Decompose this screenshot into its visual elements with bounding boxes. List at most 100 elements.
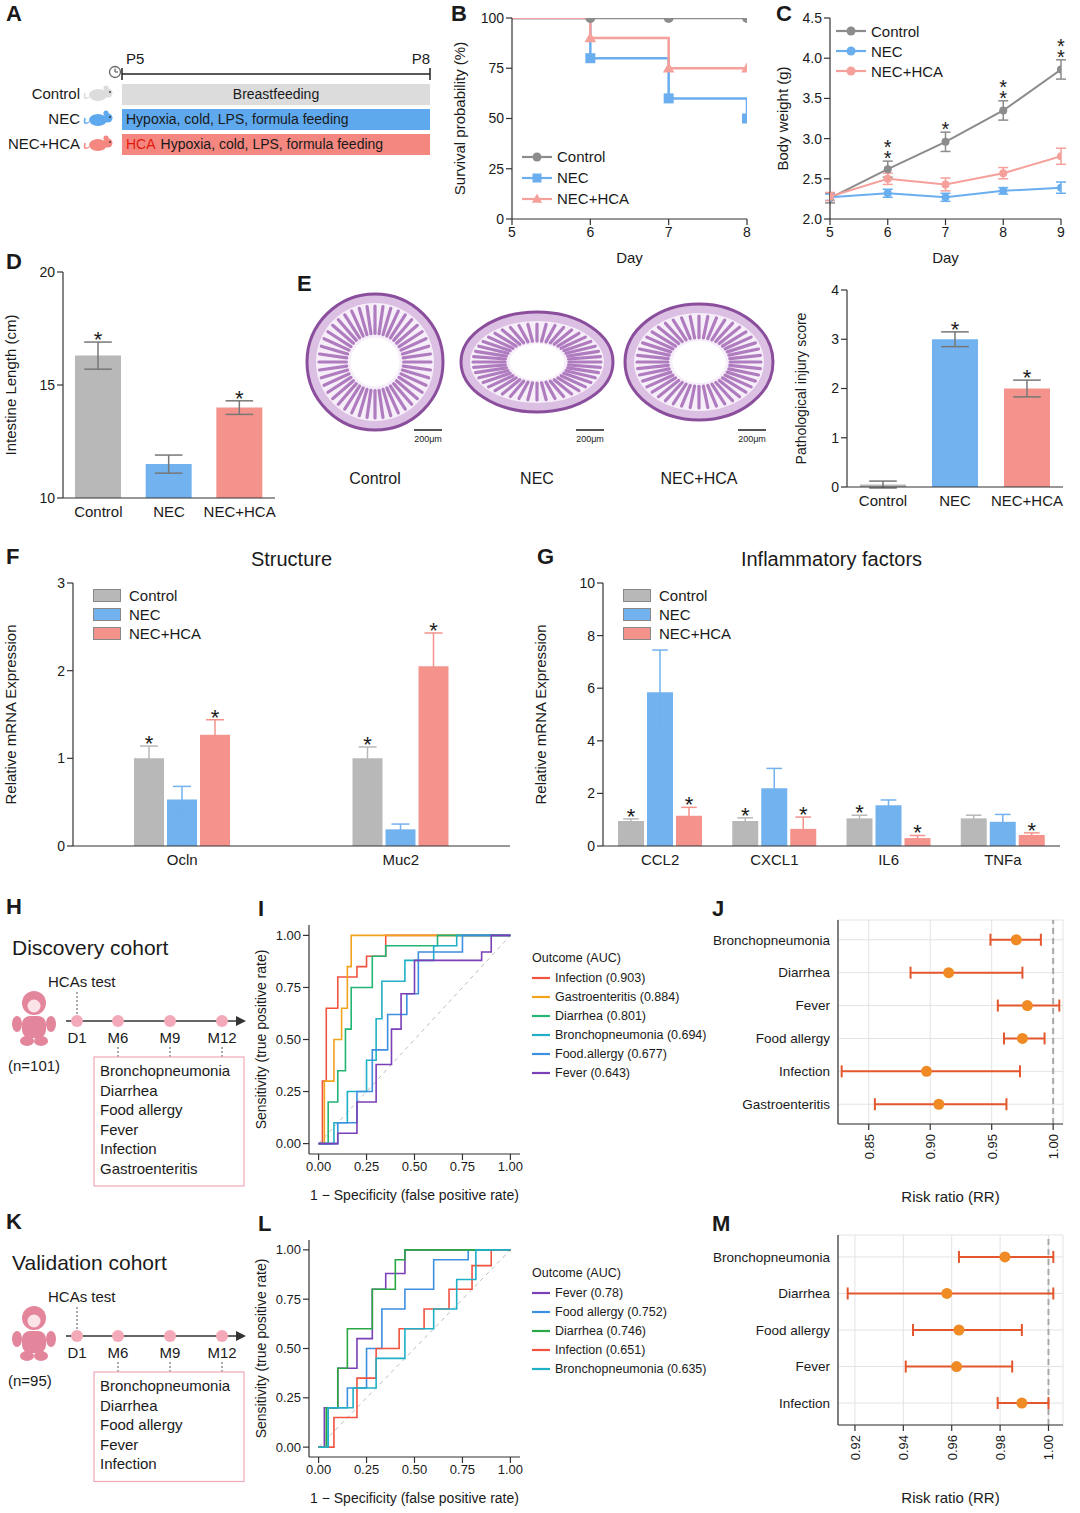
svg-text:Validation cohort: Validation cohort [12, 1251, 167, 1274]
svg-text:0.25: 0.25 [354, 1159, 379, 1174]
svg-text:Diarrhea: Diarrhea [100, 1397, 158, 1414]
svg-text:HCAHypoxia, cold, LPS, formula: HCAHypoxia, cold, LPS, formula feeding [126, 136, 383, 152]
svg-text:1.00: 1.00 [1041, 1435, 1056, 1460]
svg-text:Sensitivity (true positive rat: Sensitivity (true positive rate) [253, 1259, 269, 1439]
svg-text:Gastroenteritis: Gastroenteritis [100, 1160, 198, 1177]
svg-text:2: 2 [587, 785, 595, 801]
svg-text:0.00: 0.00 [276, 1136, 301, 1151]
svg-text:0.50: 0.50 [402, 1462, 427, 1477]
svg-text:Food allergy: Food allergy [100, 1416, 183, 1433]
svg-text:Fever: Fever [795, 1359, 830, 1374]
svg-text:Infection: Infection [100, 1455, 157, 1472]
svg-text:1: 1 [57, 750, 65, 766]
svg-text:NEC: NEC [48, 110, 80, 127]
svg-text:Food allergy: Food allergy [756, 1031, 831, 1046]
svg-text:1.00: 1.00 [498, 1462, 523, 1477]
svg-text:M12: M12 [207, 1344, 236, 1361]
svg-text:*: * [741, 803, 750, 828]
svg-text:P5: P5 [126, 50, 144, 67]
svg-text:1.00: 1.00 [1046, 1134, 1061, 1159]
svg-text:Food allergy: Food allergy [100, 1101, 183, 1118]
svg-text:Bronchopneumonia: Bronchopneumonia [713, 933, 831, 948]
svg-text:3: 3 [57, 575, 65, 591]
svg-text:0.50: 0.50 [276, 1032, 301, 1047]
svg-text:1 − Specificity (false positiv: 1 − Specificity (false positive rate) [310, 1187, 519, 1203]
svg-text:4: 4 [587, 733, 595, 749]
svg-text:Control: Control [859, 492, 907, 509]
svg-text:4.0: 4.0 [803, 50, 823, 66]
svg-text:0.50: 0.50 [276, 1341, 301, 1356]
svg-text:1: 1 [831, 430, 839, 446]
svg-text:0: 0 [587, 838, 595, 854]
svg-text:0: 0 [57, 838, 65, 854]
svg-text:0.90: 0.90 [923, 1134, 938, 1159]
svg-text:*: * [884, 136, 892, 158]
svg-text:CXCL1: CXCL1 [750, 851, 798, 868]
svg-text:NEC: NEC [939, 492, 971, 509]
svg-text:Diarrhea: Diarrhea [100, 1082, 158, 1099]
svg-text:0.25: 0.25 [276, 1390, 301, 1405]
svg-text:100: 100 [481, 10, 505, 26]
svg-text:75: 75 [488, 60, 504, 76]
svg-text:D1: D1 [67, 1029, 86, 1046]
svg-text:Bronchopneumonia: Bronchopneumonia [100, 1377, 231, 1394]
svg-text:0.00: 0.00 [306, 1159, 331, 1174]
svg-text:*: * [94, 327, 103, 352]
svg-text:Infection: Infection [100, 1140, 157, 1157]
svg-text:0.75: 0.75 [450, 1159, 475, 1174]
svg-text:Risk ratio (RR): Risk ratio (RR) [901, 1489, 999, 1506]
svg-text:*: * [999, 76, 1007, 98]
svg-text:Body weight (g): Body weight (g) [774, 66, 791, 170]
svg-text:6: 6 [586, 224, 594, 240]
svg-text:0.75: 0.75 [450, 1462, 475, 1477]
svg-text:8: 8 [743, 224, 751, 240]
svg-text:Bronchopneumonia: Bronchopneumonia [100, 1062, 231, 1079]
svg-text:Day: Day [616, 249, 643, 266]
svg-text:*: * [363, 732, 372, 757]
svg-text:2.5: 2.5 [803, 171, 823, 187]
svg-text:HCAs test: HCAs test [48, 973, 116, 990]
svg-text:*: * [799, 802, 808, 827]
svg-text:Diarrhea: Diarrhea [778, 1286, 830, 1301]
svg-text:Relative mRNA Expression: Relative mRNA Expression [2, 624, 19, 804]
svg-text:*: * [685, 792, 694, 817]
svg-text:M6: M6 [108, 1029, 129, 1046]
svg-text:0.75: 0.75 [276, 1292, 301, 1307]
svg-text:0.95: 0.95 [985, 1134, 1000, 1159]
svg-text:NEC+HCA: NEC+HCA [8, 135, 80, 152]
svg-text:Hypoxia, cold, LPS, formula fe: Hypoxia, cold, LPS, formula feeding [126, 111, 349, 127]
svg-text:NEC+HCA: NEC+HCA [204, 503, 276, 520]
svg-text:8: 8 [999, 224, 1007, 240]
svg-text:*: * [211, 705, 220, 730]
svg-text:2.0: 2.0 [803, 211, 823, 227]
svg-text:NEC: NEC [153, 503, 185, 520]
svg-text:*: * [1057, 35, 1065, 57]
svg-text:0.92: 0.92 [848, 1435, 863, 1460]
svg-text:*: * [429, 618, 438, 643]
svg-text:4: 4 [831, 282, 839, 298]
svg-text:Infection: Infection [779, 1064, 830, 1079]
svg-text:5: 5 [508, 224, 516, 240]
svg-text:IL6: IL6 [878, 851, 899, 868]
svg-text:Breastfeeding: Breastfeeding [233, 86, 319, 102]
svg-text:0.98: 0.98 [993, 1435, 1008, 1460]
svg-text:*: * [145, 731, 154, 756]
svg-text:15: 15 [39, 377, 55, 393]
svg-text:0.00: 0.00 [276, 1440, 301, 1455]
svg-text:200μm: 200μm [576, 434, 604, 444]
svg-text:7: 7 [665, 224, 673, 240]
svg-text:2: 2 [57, 663, 65, 679]
svg-text:M6: M6 [108, 1344, 129, 1361]
svg-text:3.5: 3.5 [803, 90, 823, 106]
svg-text:6: 6 [884, 224, 892, 240]
svg-text:1.00: 1.00 [276, 1242, 301, 1257]
svg-text:*: * [951, 317, 960, 342]
svg-text:0: 0 [831, 479, 839, 495]
svg-text:0.25: 0.25 [354, 1462, 379, 1477]
svg-text:*: * [627, 804, 636, 829]
svg-text:Risk ratio (RR): Risk ratio (RR) [901, 1188, 999, 1205]
svg-text:Fever: Fever [100, 1121, 138, 1138]
svg-text:0.50: 0.50 [402, 1159, 427, 1174]
svg-text:6: 6 [587, 680, 595, 696]
svg-text:0.75: 0.75 [276, 980, 301, 995]
